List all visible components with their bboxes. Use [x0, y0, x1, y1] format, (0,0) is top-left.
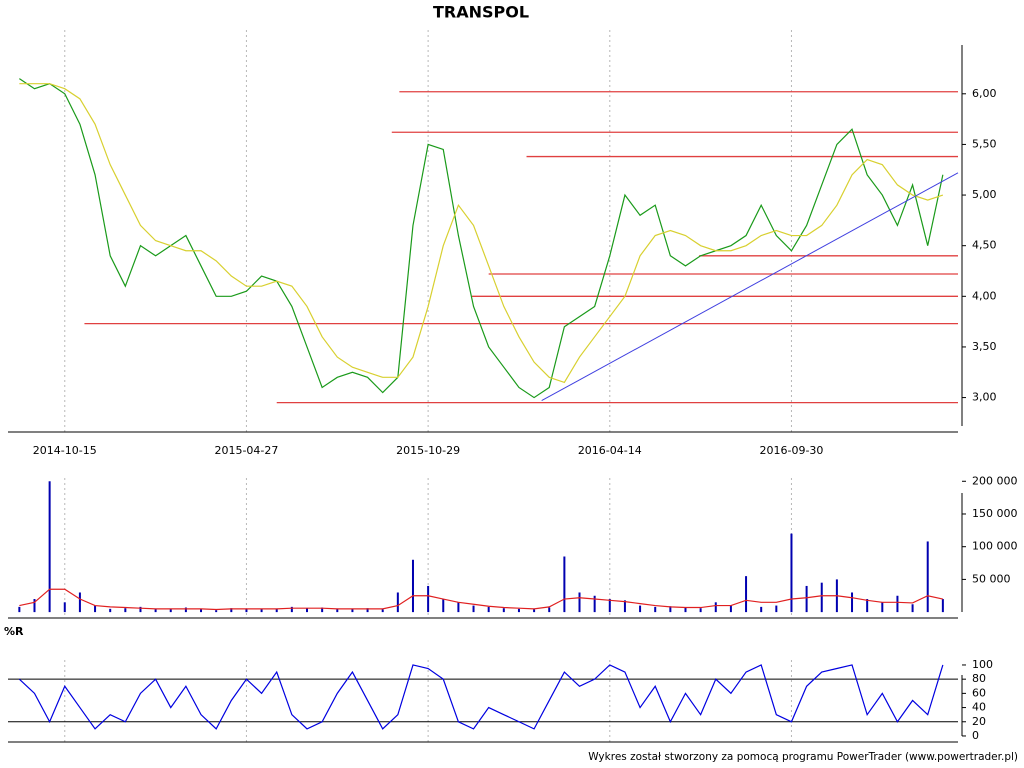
bar — [427, 585, 430, 613]
bar — [502, 608, 505, 613]
bar — [63, 602, 66, 613]
bar — [760, 606, 763, 613]
bar — [805, 585, 808, 613]
bar — [351, 608, 354, 613]
bar — [790, 533, 793, 613]
bar — [866, 599, 869, 613]
line-series — [18, 664, 944, 730]
chart-title: TRANSPOL — [433, 3, 529, 22]
bar — [881, 602, 884, 613]
y-tick-label: 150 000 — [972, 507, 1018, 520]
y-tick-label: 4,00 — [972, 289, 997, 302]
bar — [396, 592, 399, 613]
bar — [926, 541, 929, 613]
bar — [230, 608, 233, 613]
y-tick-label: 60 — [972, 686, 986, 699]
bar — [94, 605, 97, 613]
trend-line — [541, 172, 959, 402]
y-tick-label: 5,50 — [972, 137, 997, 150]
bar — [623, 600, 626, 613]
y-tick-label: 4,50 — [972, 239, 997, 252]
y-tick-label: 5,00 — [972, 188, 997, 201]
line-series — [19, 78, 944, 399]
bar — [184, 607, 187, 613]
bar — [851, 592, 854, 613]
bar — [457, 602, 460, 613]
y-tick-label: 50 000 — [972, 572, 1011, 585]
bar — [442, 599, 445, 613]
panel-title: %R — [4, 625, 24, 638]
y-tick-label: 20 — [972, 715, 986, 728]
bar — [669, 606, 672, 613]
bar — [775, 605, 778, 613]
bar — [336, 609, 339, 613]
line-series — [19, 83, 944, 384]
bar — [260, 609, 263, 613]
bar — [639, 605, 642, 613]
bar — [139, 606, 142, 613]
bar — [169, 608, 172, 613]
x-tick-label: 2015-04-27 — [214, 444, 278, 457]
bar — [18, 606, 21, 613]
bar — [654, 606, 657, 613]
bar — [321, 607, 324, 613]
bar — [714, 602, 717, 613]
bar — [411, 559, 414, 613]
bar — [745, 576, 748, 613]
bar — [699, 608, 702, 613]
footer: Wykres został stworzony za pomocą progra… — [588, 751, 1018, 763]
bar — [109, 608, 112, 613]
x-tick-label: 2014-10-15 — [33, 444, 97, 457]
bar — [820, 582, 823, 613]
bar — [215, 610, 218, 613]
line-series — [19, 588, 943, 611]
bar — [941, 599, 944, 613]
y-tick-label: 100 — [972, 658, 993, 671]
bar — [517, 608, 520, 613]
bar — [154, 609, 157, 613]
bar — [48, 481, 51, 613]
bar — [911, 604, 914, 613]
bar — [124, 608, 127, 613]
bar — [78, 592, 81, 613]
bar — [245, 608, 248, 613]
y-tick-label: 200 000 — [972, 474, 1018, 487]
y-tick-label: 40 — [972, 701, 986, 714]
bar — [366, 608, 369, 613]
x-tick-label: 2016-04-14 — [578, 444, 642, 457]
bar — [548, 607, 551, 613]
x-tick-label: 2016-09-30 — [759, 444, 823, 457]
bar — [487, 606, 490, 613]
bar — [200, 609, 203, 613]
bar — [472, 605, 475, 613]
bar — [290, 606, 293, 613]
bar — [896, 595, 899, 613]
y-tick-label: 0 — [972, 729, 979, 742]
bar — [578, 592, 581, 613]
bar — [729, 605, 732, 613]
bar — [33, 599, 36, 613]
bar — [563, 556, 566, 613]
x-tick-label: 2015-10-29 — [396, 444, 460, 457]
bar — [275, 608, 278, 613]
y-tick-label: 6,00 — [972, 87, 997, 100]
bar — [306, 608, 309, 613]
bar — [684, 607, 687, 613]
bar — [533, 609, 536, 613]
y-tick-label: 3,50 — [972, 340, 997, 353]
y-tick-label: 100 000 — [972, 540, 1018, 553]
bar — [608, 599, 611, 613]
bar — [381, 609, 384, 613]
y-tick-label: 80 — [972, 672, 986, 685]
bar — [593, 595, 596, 613]
y-tick-label: 3,00 — [972, 391, 997, 404]
